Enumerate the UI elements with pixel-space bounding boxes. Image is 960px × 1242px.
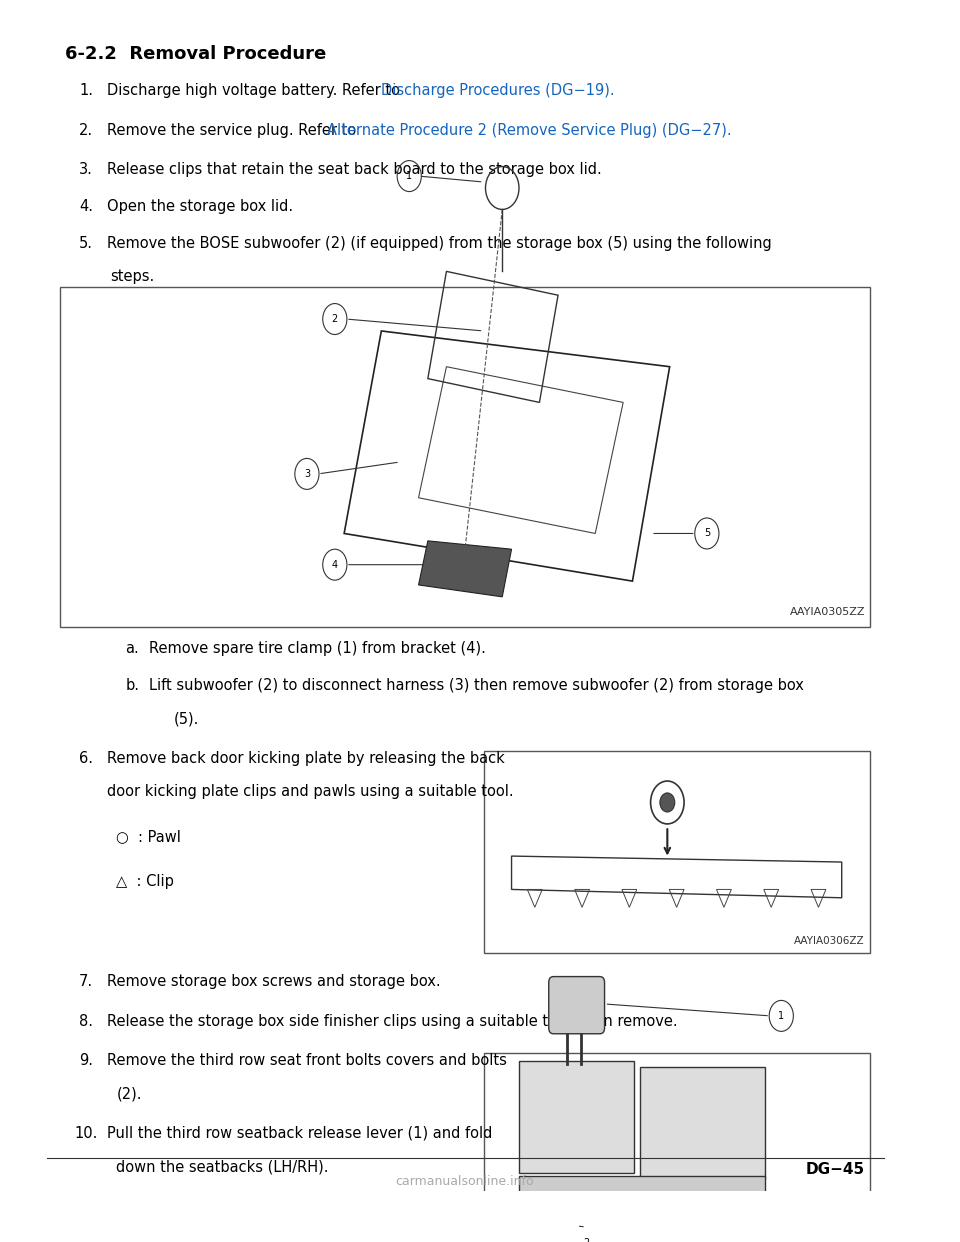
Text: 2: 2 bbox=[332, 314, 338, 324]
FancyBboxPatch shape bbox=[484, 750, 870, 953]
Text: 1: 1 bbox=[779, 1011, 784, 1021]
FancyBboxPatch shape bbox=[60, 287, 870, 627]
Text: AAYIA0306ZZ: AAYIA0306ZZ bbox=[794, 936, 865, 946]
Text: Remove storage box screws and storage box.: Remove storage box screws and storage bo… bbox=[107, 975, 441, 990]
Text: (5).: (5). bbox=[174, 712, 200, 727]
Text: down the seatbacks (LH/RH).: down the seatbacks (LH/RH). bbox=[116, 1159, 328, 1174]
Text: AAYIA0305ZZ: AAYIA0305ZZ bbox=[789, 607, 865, 617]
Text: 5.: 5. bbox=[79, 236, 93, 251]
Text: Release the storage box side finisher clips using a suitable tool, then remove.: Release the storage box side finisher cl… bbox=[107, 1013, 678, 1028]
Text: a.: a. bbox=[126, 641, 139, 656]
Text: carmanualsonline.info: carmanualsonline.info bbox=[396, 1175, 535, 1189]
Text: 5: 5 bbox=[704, 528, 710, 539]
Text: Remove back door kicking plate by releasing the back: Remove back door kicking plate by releas… bbox=[107, 750, 505, 765]
Text: Lift subwoofer (2) to disconnect harness (3) then remove subwoofer (2) from stor: Lift subwoofer (2) to disconnect harness… bbox=[149, 678, 804, 693]
Text: 3.: 3. bbox=[79, 161, 93, 178]
FancyBboxPatch shape bbox=[484, 1053, 870, 1242]
Text: Discharge Procedures (DG−19).: Discharge Procedures (DG−19). bbox=[381, 83, 615, 98]
Circle shape bbox=[606, 1203, 622, 1225]
Text: 4: 4 bbox=[332, 560, 338, 570]
Text: Alternate Procedure 2 (Remove Service Plug) (DG−27).: Alternate Procedure 2 (Remove Service Pl… bbox=[327, 123, 732, 138]
Text: 7.: 7. bbox=[79, 975, 93, 990]
Text: Discharge high voltage battery. Refer to: Discharge high voltage battery. Refer to bbox=[107, 83, 404, 98]
FancyBboxPatch shape bbox=[640, 1067, 764, 1179]
Text: 1.: 1. bbox=[79, 83, 93, 98]
FancyBboxPatch shape bbox=[519, 1176, 764, 1228]
Text: 4.: 4. bbox=[79, 199, 93, 214]
Polygon shape bbox=[419, 540, 512, 597]
Text: 1: 1 bbox=[406, 171, 412, 181]
FancyBboxPatch shape bbox=[549, 976, 605, 1033]
Text: ○  : Pawl: ○ : Pawl bbox=[116, 830, 181, 845]
Circle shape bbox=[651, 781, 684, 823]
Text: door kicking plate clips and pawls using a suitable tool.: door kicking plate clips and pawls using… bbox=[107, 784, 514, 799]
Text: 3: 3 bbox=[304, 469, 310, 479]
Text: 9.: 9. bbox=[79, 1053, 93, 1068]
Text: DG−45: DG−45 bbox=[805, 1163, 865, 1177]
Text: steps.: steps. bbox=[109, 270, 154, 284]
FancyBboxPatch shape bbox=[519, 1061, 635, 1174]
Text: Release clips that retain the seat back board to the storage box lid.: Release clips that retain the seat back … bbox=[107, 161, 602, 178]
Text: 2.: 2. bbox=[79, 123, 93, 138]
Text: Remove the third row seat front bolts covers and bolts: Remove the third row seat front bolts co… bbox=[107, 1053, 507, 1068]
Text: Remove spare tire clamp (1) from bracket (4).: Remove spare tire clamp (1) from bracket… bbox=[149, 641, 486, 656]
Text: Remove the BOSE subwoofer (2) (if equipped) from the storage box (5) using the f: Remove the BOSE subwoofer (2) (if equipp… bbox=[107, 236, 772, 251]
Text: 10.: 10. bbox=[75, 1125, 98, 1141]
Text: 6.: 6. bbox=[79, 750, 93, 765]
Text: b.: b. bbox=[126, 678, 139, 693]
Text: 8.: 8. bbox=[79, 1013, 93, 1028]
Circle shape bbox=[531, 1203, 548, 1225]
Text: 2: 2 bbox=[583, 1237, 589, 1242]
Circle shape bbox=[660, 792, 675, 812]
Text: △  : Clip: △ : Clip bbox=[116, 874, 174, 889]
Text: (2).: (2). bbox=[116, 1087, 142, 1102]
Text: Remove the service plug. Refer to: Remove the service plug. Refer to bbox=[107, 123, 361, 138]
Text: 6-2.2  Removal Procedure: 6-2.2 Removal Procedure bbox=[65, 45, 326, 63]
Text: Pull the third row seatback release lever (1) and fold: Pull the third row seatback release leve… bbox=[107, 1125, 492, 1141]
Text: Open the storage box lid.: Open the storage box lid. bbox=[107, 199, 293, 214]
